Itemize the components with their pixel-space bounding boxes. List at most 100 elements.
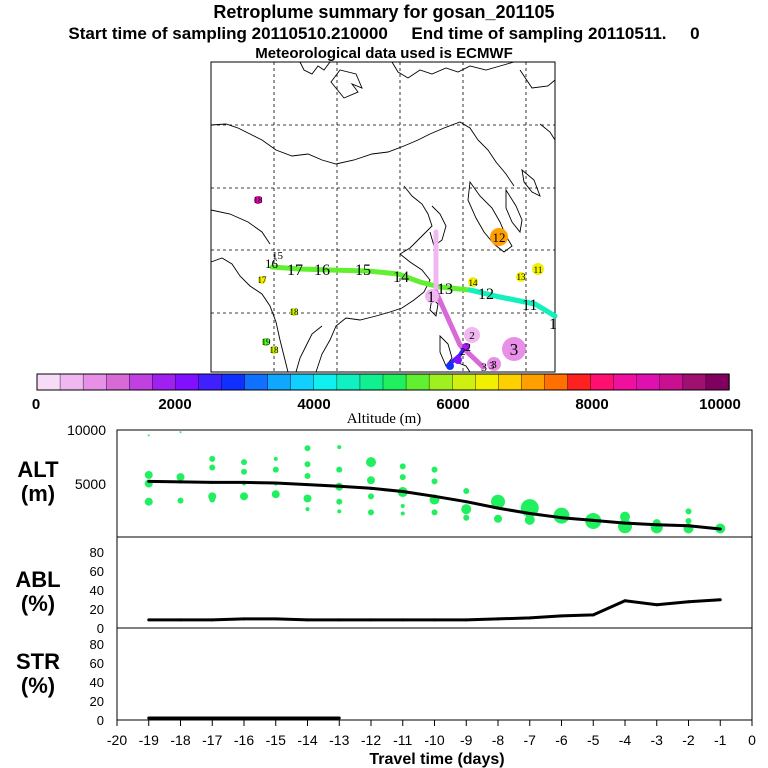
colorbar-frame bbox=[36, 373, 730, 391]
alt-scatter-point bbox=[241, 468, 247, 475]
colorbar-cell bbox=[544, 373, 569, 391]
colorbar-cell bbox=[521, 373, 546, 391]
alt-series-point bbox=[496, 506, 500, 510]
alt-label: ALT bbox=[17, 457, 59, 482]
colorbar-cell bbox=[152, 373, 177, 391]
alt-scatter-point bbox=[147, 434, 150, 437]
x-tick-label: 0 bbox=[748, 732, 756, 748]
abl-series-point bbox=[591, 613, 595, 617]
x-tick-label: -13 bbox=[329, 732, 349, 748]
panel-labels: ALT (m) ABL (%) STR (%) bbox=[15, 457, 60, 698]
x-tick-label: -18 bbox=[170, 732, 190, 748]
alt-scatter-point bbox=[144, 470, 153, 479]
abl-y-tick: 20 bbox=[90, 602, 104, 617]
marker-label: 18 bbox=[270, 345, 280, 355]
alt-scatter-point bbox=[367, 476, 375, 485]
alt-scatter-point bbox=[431, 509, 438, 516]
marker-day18b bbox=[290, 308, 298, 316]
day-label: 17 bbox=[287, 262, 303, 279]
abl-series-point bbox=[274, 617, 278, 621]
alt-series-point bbox=[623, 521, 627, 525]
str-series-point bbox=[337, 716, 341, 720]
trajectory-east-segment bbox=[467, 287, 558, 319]
colorbar-cell bbox=[198, 373, 223, 391]
day-label: 14 bbox=[393, 269, 409, 286]
str-y-tick: 80 bbox=[90, 637, 104, 652]
map-panel: 12 13 11 14 18 17 18 19 18 3 2 3 1 11 12… bbox=[210, 61, 558, 374]
abl-series-point bbox=[179, 618, 182, 622]
alt-series-point bbox=[401, 490, 405, 494]
time-series-panels: ALT (m) ABL (%) STR (%) 10000 5000 80 60… bbox=[15, 422, 756, 768]
colorbar-cell bbox=[313, 373, 338, 391]
marker-day11 bbox=[532, 263, 544, 275]
day-label: 1 bbox=[427, 289, 435, 306]
marker-day3 bbox=[487, 357, 501, 371]
marker-day18a bbox=[254, 196, 262, 204]
marker-day14 bbox=[468, 277, 478, 287]
colorbar-cell bbox=[105, 373, 130, 391]
colorbar-cell bbox=[336, 373, 361, 391]
day-labels: 1 11 12 13 14 15 16 17 1 16 15 2 3 2 3 bbox=[265, 250, 557, 374]
abl-label: ABL bbox=[15, 567, 60, 592]
day-label: 2 bbox=[465, 340, 471, 354]
abl-series-point bbox=[560, 614, 563, 618]
str-y-ticks: 80 60 40 20 0 bbox=[90, 637, 104, 728]
day-label: 13 bbox=[437, 281, 453, 298]
marker-low-c bbox=[462, 343, 470, 351]
x-tick-label: -15 bbox=[266, 732, 286, 748]
alt-scatter-point bbox=[400, 511, 405, 516]
alt-scatter-point bbox=[337, 509, 342, 514]
colorbar-cell bbox=[359, 373, 384, 391]
alt-series-point bbox=[179, 480, 182, 484]
x-tick-label: -4 bbox=[619, 732, 632, 748]
met-data-note: Meteorological data used is ECMWF bbox=[255, 45, 513, 62]
alt-scatter-point bbox=[368, 509, 374, 516]
alt-scatter-point bbox=[304, 461, 311, 468]
marker-day1 bbox=[425, 289, 439, 303]
alt-scatter-point bbox=[337, 445, 342, 450]
trajectory-south bbox=[433, 289, 486, 370]
colorbar-cell bbox=[498, 373, 523, 391]
colorbar-cell bbox=[636, 373, 661, 391]
alt-series-line bbox=[148, 479, 721, 531]
str-series-point bbox=[179, 716, 182, 720]
map-gridlines bbox=[211, 62, 555, 372]
colorbar-cell bbox=[659, 373, 684, 391]
marker-label: 2 bbox=[469, 330, 475, 342]
colorbar-cell bbox=[290, 373, 315, 391]
alt-y-tick: 10000 bbox=[67, 422, 106, 438]
abl-series-point bbox=[242, 617, 246, 621]
alt-y-tick: 5000 bbox=[75, 476, 106, 492]
alt-scatter-point bbox=[366, 457, 376, 468]
abl-y-ticks: 80 60 40 20 0 bbox=[90, 545, 104, 636]
colorbar-tick: 4000 bbox=[297, 396, 330, 413]
x-tick-label: -1 bbox=[714, 732, 727, 748]
str-series-point bbox=[242, 716, 246, 720]
colorbar-cell bbox=[567, 373, 592, 391]
alt-scatter-point bbox=[685, 508, 692, 515]
abl-series-point bbox=[147, 618, 151, 622]
str-series-point bbox=[210, 716, 214, 720]
marker-label: 12 bbox=[493, 230, 506, 245]
alt-scatter-point bbox=[368, 493, 374, 500]
colorbar-cell bbox=[129, 373, 154, 391]
colorbar-label: Altitude (m) bbox=[347, 411, 422, 427]
x-tick-label: -14 bbox=[297, 732, 317, 748]
day-label: 11 bbox=[522, 297, 537, 314]
day-label: 16 bbox=[265, 256, 279, 271]
marker-day2 bbox=[464, 327, 480, 343]
alt-scatter-point bbox=[494, 514, 502, 523]
alt-scatter-point bbox=[241, 459, 247, 466]
marker-low-a bbox=[446, 362, 454, 370]
marker-day12 bbox=[490, 228, 508, 246]
alt-series-point bbox=[337, 484, 341, 488]
colorbar-cell bbox=[221, 373, 246, 391]
colorbar-cell bbox=[82, 373, 107, 391]
str-label: STR bbox=[16, 649, 60, 674]
alt-scatter-point bbox=[209, 455, 216, 462]
day-label: 16 bbox=[314, 262, 330, 279]
str-series-point bbox=[306, 716, 309, 720]
day-label: 15 bbox=[272, 250, 284, 262]
alt-scatter-point bbox=[400, 503, 405, 508]
abl-series-point bbox=[528, 616, 532, 620]
